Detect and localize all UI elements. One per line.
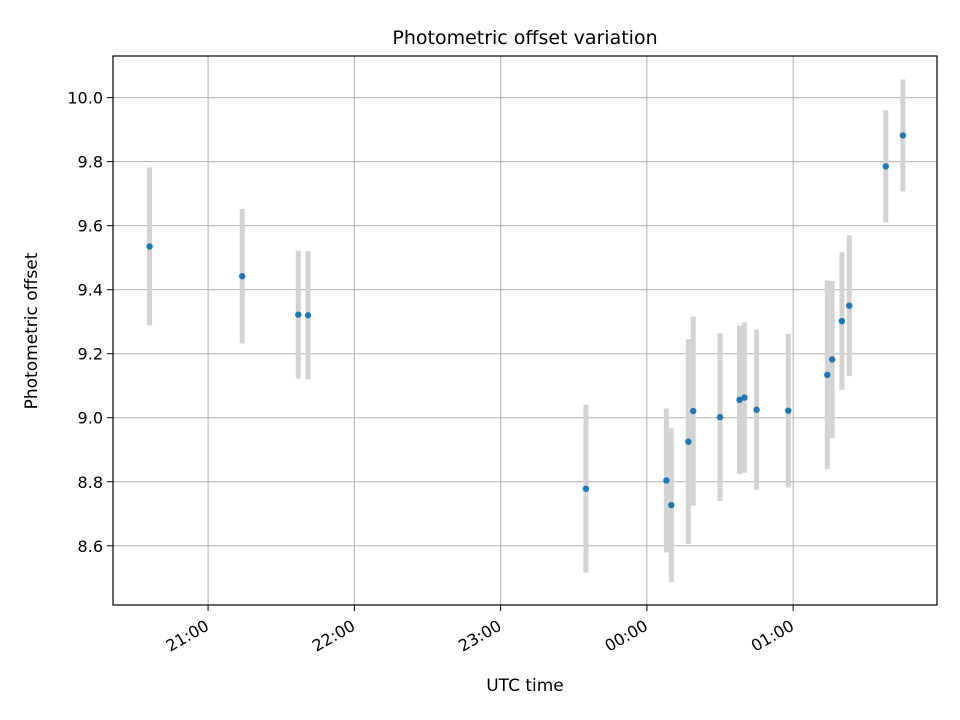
data-point bbox=[785, 407, 792, 414]
data-point bbox=[838, 317, 846, 325]
y-tick-label: 8.6 bbox=[78, 537, 103, 556]
data-point bbox=[824, 371, 831, 379]
data-point bbox=[668, 501, 675, 509]
data-point bbox=[716, 413, 724, 421]
data-point bbox=[304, 312, 312, 319]
y-tick-label: 9.4 bbox=[78, 281, 103, 300]
plot-frame bbox=[112, 55, 938, 606]
y-axis: 8.6 8.8 9.0 9.2 9.4 9.6 9.8 10.0 bbox=[67, 89, 113, 556]
chart-title: Photometric offset variation bbox=[392, 27, 657, 49]
data-point bbox=[239, 273, 246, 280]
data-point bbox=[582, 485, 590, 492]
data-point bbox=[146, 243, 153, 250]
data-point bbox=[685, 438, 692, 445]
data-point bbox=[741, 394, 748, 401]
y-axis-label: Photometric offset bbox=[22, 252, 42, 409]
y-tick-label: 8.8 bbox=[78, 473, 103, 492]
markers bbox=[146, 132, 907, 509]
y-tick-label: 9.2 bbox=[78, 345, 103, 364]
data-point bbox=[663, 477, 670, 484]
y-tick-label: 9.0 bbox=[78, 409, 103, 428]
data-point bbox=[753, 406, 760, 413]
data-point bbox=[846, 302, 853, 309]
data-point bbox=[295, 311, 302, 318]
data-point bbox=[690, 407, 697, 415]
data-point bbox=[736, 396, 743, 404]
y-tick-label: 9.6 bbox=[78, 217, 103, 236]
data-point bbox=[828, 356, 836, 363]
data-point bbox=[882, 163, 890, 170]
y-tick-label: 9.8 bbox=[78, 153, 103, 172]
data-point bbox=[899, 132, 907, 139]
y-tick-label: 10.0 bbox=[67, 89, 103, 108]
x-axis-label: UTC time bbox=[486, 676, 564, 696]
grid bbox=[113, 56, 937, 605]
